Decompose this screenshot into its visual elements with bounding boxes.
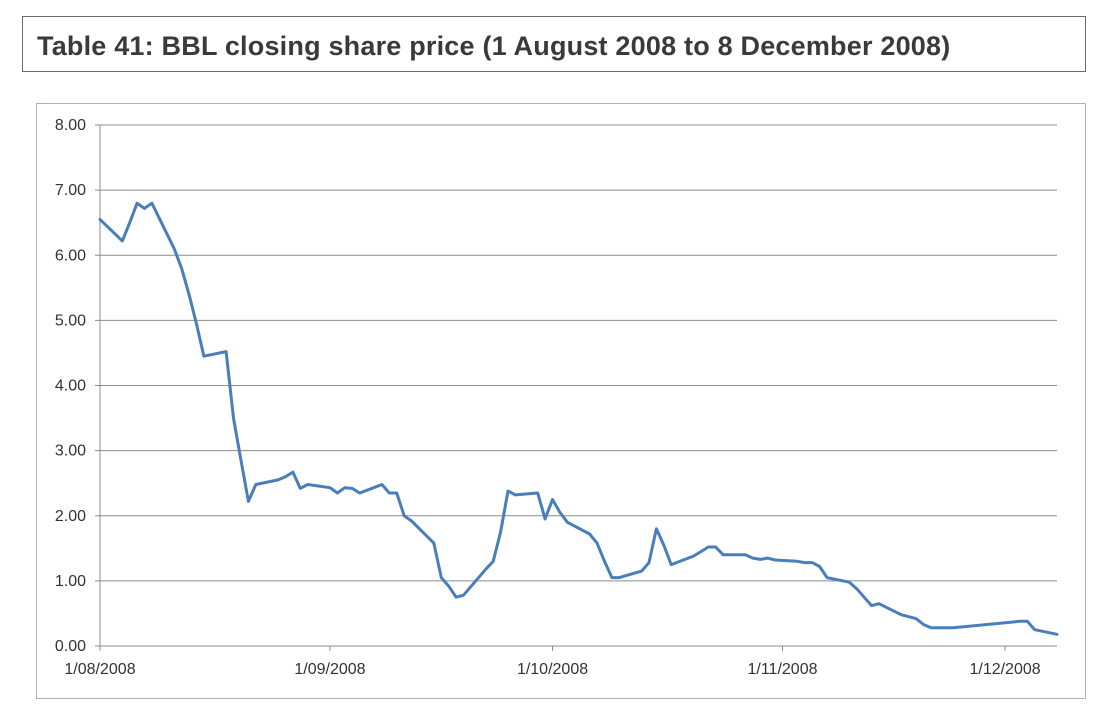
y-tick-label: 8.00 <box>55 117 86 134</box>
series-line <box>98 201 1059 636</box>
y-tick-label: 6.00 <box>55 247 86 264</box>
y-tick-label: 5.00 <box>55 312 86 329</box>
x-tick-label: 1/09/2008 <box>294 661 365 678</box>
axes <box>95 124 1057 651</box>
y-tick-label: 3.00 <box>55 443 86 460</box>
chart-title: Table 41: BBL closing share price (1 Aug… <box>37 31 951 61</box>
y-tick-labels: 0.00 1.00 2.00 3.00 4.00 5.00 6.00 7.00 8.00 <box>55 117 86 655</box>
x-tick-label: 1/12/2008 <box>969 661 1040 678</box>
y-tick-label: 2.00 <box>55 508 86 525</box>
x-tick-labels: 1/08/2008 1/09/2008 1/10/2008 1/11/2008 1/12… <box>64 661 1040 678</box>
y-tick-label: 0.00 <box>55 638 86 655</box>
x-tick-label: 1/08/2008 <box>64 661 135 678</box>
gridlines <box>100 124 1057 582</box>
y-tick-label: 7.00 <box>55 182 86 199</box>
chart-area <box>36 103 1086 699</box>
y-tick-label: 4.00 <box>55 378 86 395</box>
x-tick-label: 1/10/2008 <box>517 661 588 678</box>
series <box>98 201 1059 636</box>
x-tick-label: 1/11/2008 <box>748 661 818 678</box>
y-tick-label: 1.00 <box>55 573 86 590</box>
chart-title-box: Table 41: BBL closing share price (1 Aug… <box>22 16 1086 72</box>
